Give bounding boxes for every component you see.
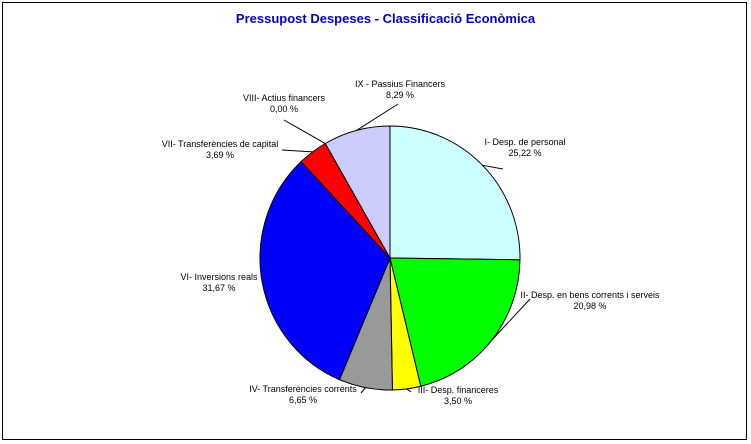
slice-2 <box>389 257 521 387</box>
slice-6-percent-label: 3,69 % <box>206 150 234 160</box>
slice-6-leader-line <box>281 149 313 153</box>
slice-5-percent-label: 31,67 % <box>202 283 235 293</box>
slice-7-label: VIII- Actius financers <box>243 93 326 103</box>
slice-5-label: VI- Inversions reals <box>180 272 258 282</box>
slice-4-label: IV- Transferències corrents <box>249 384 357 394</box>
slice-4-percent-label: 6,65 % <box>289 395 317 405</box>
slice-4-leader-line <box>360 387 366 394</box>
slice-1-leader-line <box>482 164 504 170</box>
slice-6-label: VII- Transferències de capital <box>162 139 279 149</box>
leader-lines <box>281 103 531 394</box>
slice-8-label: IX - Passius Financers <box>355 79 446 89</box>
pie-slices <box>259 125 521 391</box>
slice-8-percent-label: 8,29 % <box>386 90 414 100</box>
slice-2-percent-label: 20,98 % <box>573 301 606 311</box>
slice-3-percent-label: 3,50 % <box>444 396 472 406</box>
chart-title: Pressupost Despeses - Classificació Econ… <box>235 11 536 26</box>
slice-5 <box>259 160 391 381</box>
slice-1-percent-label: 25,22 % <box>508 148 541 158</box>
slice-1-label: I- Desp. de personal <box>484 137 565 147</box>
slice-7-percent-label: 0,00 % <box>270 104 298 114</box>
slice-2-leader-line <box>491 298 531 341</box>
slice-3-leader-line <box>406 388 412 393</box>
slice-7-leader-line <box>283 119 326 144</box>
slice-2-label: II- Desp. en bens corrents i serveis <box>520 290 660 300</box>
slice-3-label: III- Desp. financeres <box>418 385 499 395</box>
slice-8-leader-line <box>356 103 399 131</box>
